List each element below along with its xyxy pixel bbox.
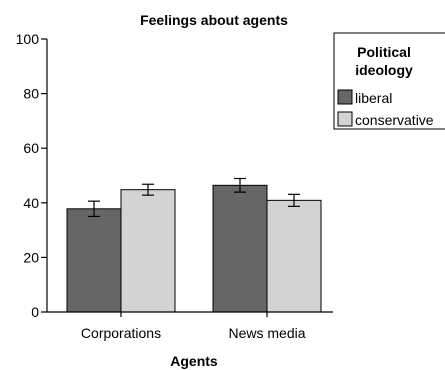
legend-swatch-conservative [337,111,353,127]
bar-conservative-news-media [266,199,322,313]
y-tick-label-3: 60 [23,140,39,156]
y-tick-label-1: 20 [23,249,39,265]
y-tick-label-4: 80 [23,86,39,102]
x-tick-label-0: Corporations [81,325,161,341]
legend: Political ideology liberal conservative [333,32,445,130]
legend-label-conservative: conservative [355,112,434,128]
y-tick-label-2: 40 [23,195,39,211]
plot-area: 0 20 40 60 80 100 Corporations News media [16,31,333,341]
x-tick-label-1: News media [228,325,305,341]
chart-title: Feelings about agents [140,12,288,28]
bar-liberal-news-media [212,184,268,313]
legend-swatch-liberal [337,89,353,105]
x-axis-title: Agents [170,353,218,369]
legend-label-liberal: liberal [355,90,392,106]
legend-title-line-2: ideology [355,62,413,78]
y-tick-label-5: 100 [16,31,40,47]
legend-title-line-1: Political [357,44,411,60]
bar-liberal-corporations [66,208,122,313]
bar-conservative-corporations [120,189,176,313]
y-tick-label-0: 0 [31,304,39,320]
